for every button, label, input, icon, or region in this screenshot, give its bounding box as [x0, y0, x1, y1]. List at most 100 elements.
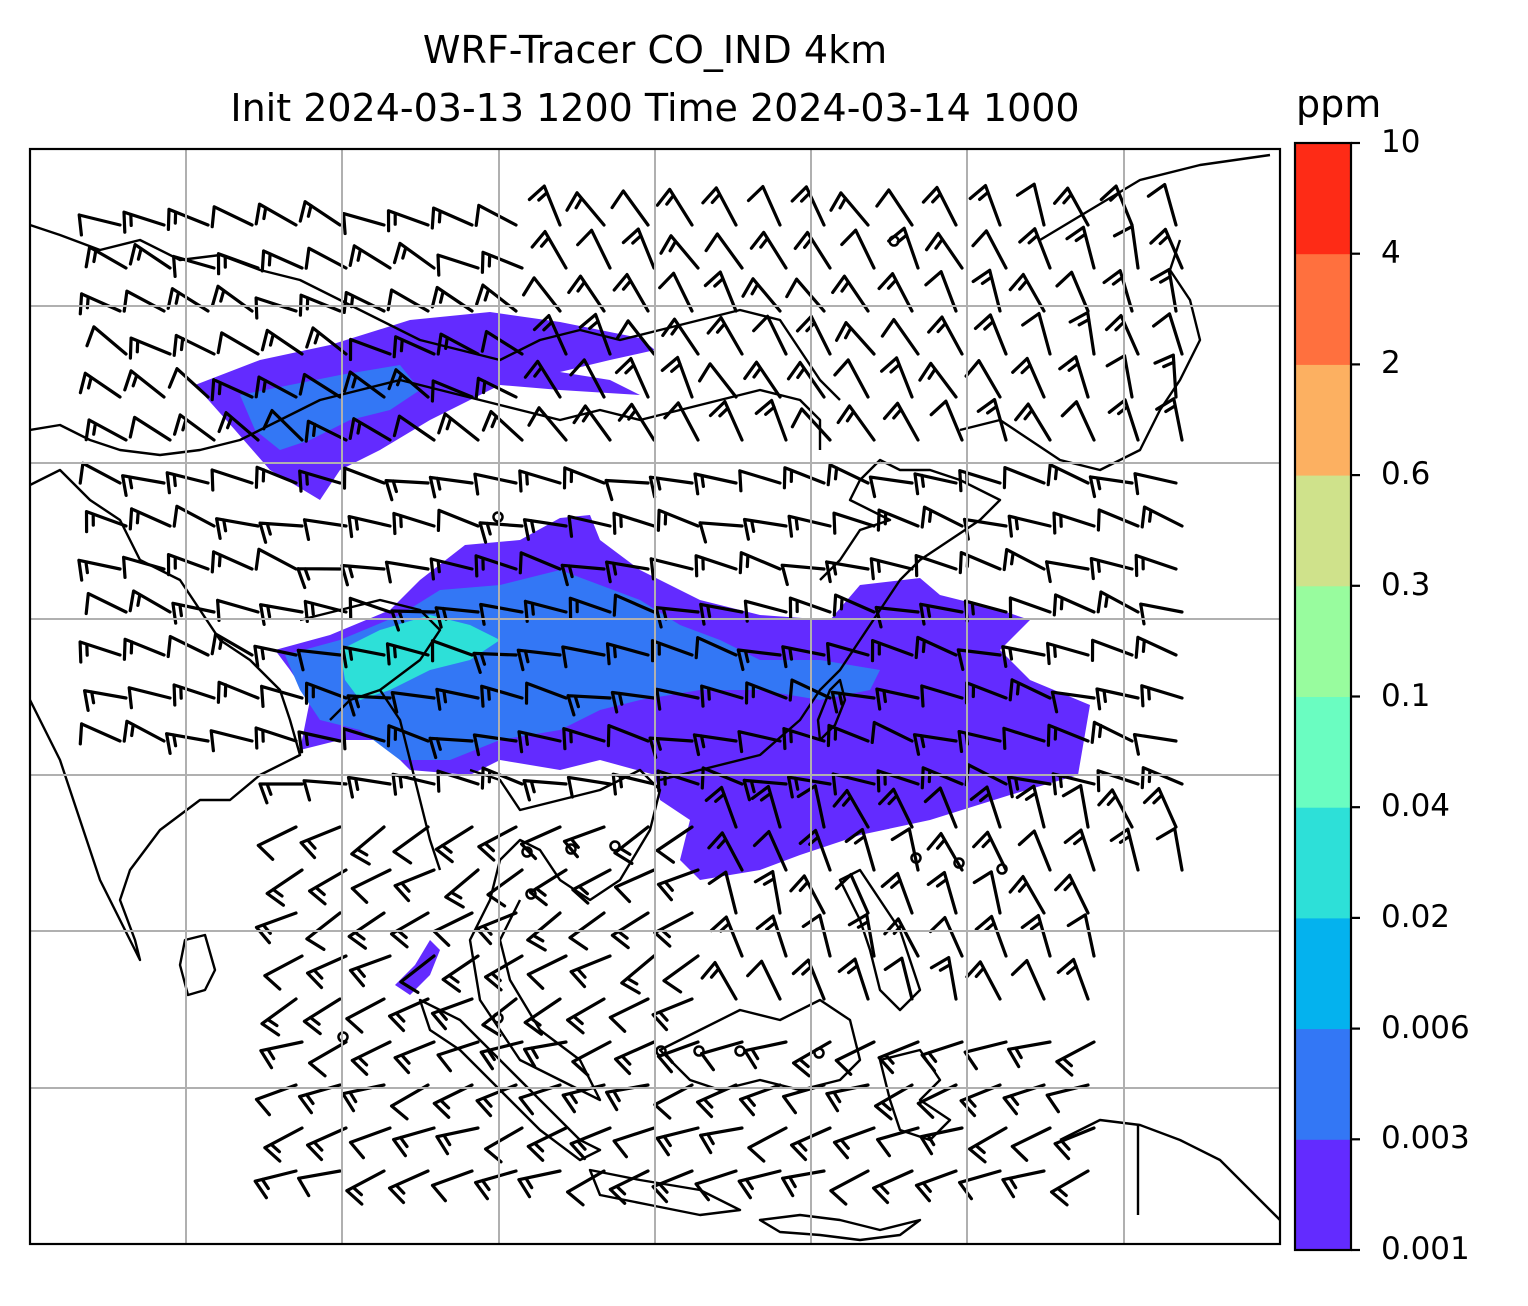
wind-barb: [605, 560, 650, 584]
wind-barb: [172, 254, 216, 278]
coastline-india: [30, 468, 302, 962]
wind-barb: [430, 206, 474, 230]
wind-barb: [612, 593, 656, 617]
wind-barb: [444, 868, 480, 909]
wind-barb: [436, 332, 480, 356]
wind-barb: [480, 330, 524, 356]
chart-title-line-1: WRF-Tracer CO_IND 4km: [422, 28, 888, 72]
colorbar-segment: [1295, 475, 1351, 587]
wind-barb: [299, 825, 342, 860]
wind-barb: [743, 599, 788, 623]
wind-barb: [393, 1040, 436, 1075]
wind-barb: [649, 557, 694, 581]
wind-barb: [480, 766, 524, 790]
wind-barb: [390, 691, 436, 714]
wind-barb: [750, 785, 782, 829]
wind-barb: [699, 602, 744, 626]
wind-barb: [1008, 272, 1046, 313]
wind-barb: [927, 315, 964, 356]
wind-barb: [210, 284, 254, 313]
wind-barb: [386, 209, 430, 233]
wind-barb: [306, 1126, 348, 1162]
wind-barb: [834, 873, 870, 915]
wind-barb: [832, 789, 870, 829]
wind-barb: [1096, 508, 1140, 532]
calm-wind-marker: [609, 840, 621, 852]
wind-barb: [1055, 1040, 1096, 1077]
wind-barb: [128, 589, 172, 614]
wind-barb: [787, 775, 832, 799]
wind-barb: [436, 508, 480, 532]
wind-barb: [217, 411, 260, 442]
wind-barb: [527, 184, 562, 227]
wind-barb: [569, 1126, 612, 1161]
wind-barb: [693, 472, 738, 496]
wind-barb: [840, 228, 876, 270]
wind-barb: [614, 1040, 656, 1076]
wind-barb: [1140, 505, 1184, 529]
coastline-philippines: [838, 868, 922, 1012]
wind-barb: [887, 226, 920, 270]
wind-barb: [617, 402, 656, 442]
wind-barb: [172, 683, 216, 707]
wind-barb: [262, 409, 304, 442]
wind-barb: [384, 560, 430, 584]
wind-barb: [880, 318, 920, 356]
colorbar: [1295, 143, 1351, 1251]
wind-barb: [654, 606, 700, 629]
colorbar-segment: [1295, 917, 1351, 1030]
wind-barb: [1045, 560, 1090, 584]
wind-barb: [913, 472, 958, 496]
wind-barb: [1153, 353, 1178, 399]
colorbar-segment: [1295, 143, 1351, 255]
wind-barb: [1001, 1169, 1046, 1199]
wind-barb: [825, 560, 870, 584]
wind-barb: [753, 870, 782, 915]
wind-barb: [876, 1126, 920, 1158]
coastline-indochina: [468, 768, 662, 1102]
wind-barb: [430, 379, 474, 403]
calm-wind-marker: [521, 846, 533, 858]
wind-barb: [297, 1169, 342, 1198]
wind-barb: [920, 1040, 964, 1073]
wind-barb: [441, 954, 480, 993]
wind-barb: [523, 599, 568, 623]
wind-barb: [345, 997, 386, 1034]
wind-barb: [1007, 1040, 1052, 1069]
wind-barb: [1150, 268, 1178, 313]
wind-barb: [85, 325, 128, 356]
wind-barb: [694, 554, 738, 578]
wind-barb: [342, 727, 386, 751]
wind-barb: [473, 472, 518, 496]
wind-barb: [435, 687, 480, 711]
wind-barb: [388, 1169, 430, 1205]
wind-barb: [929, 956, 958, 1001]
wind-barb: [528, 868, 568, 907]
wind-barb: [882, 401, 920, 442]
colorbar-tick-label: 4: [1381, 234, 1401, 271]
wind-barb: [790, 407, 832, 442]
wind-barb: [254, 1083, 298, 1117]
wind-barb: [258, 782, 304, 805]
colorbar-tick-label: 0.003: [1381, 1120, 1470, 1157]
wind-barb: [209, 729, 254, 753]
wind-barb: [1149, 227, 1184, 270]
wind-barb: [661, 317, 700, 356]
wind-barb: [216, 598, 260, 622]
wind-barb: [877, 272, 914, 313]
wind-barb: [571, 1040, 612, 1077]
coastline-srilanka: [178, 933, 217, 997]
wind-barb: [1052, 511, 1096, 535]
wind-barb: [296, 567, 342, 590]
wind-barb: [868, 475, 914, 499]
wind-barb: [560, 563, 606, 587]
wind-barb: [752, 830, 788, 872]
wind-barb: [608, 1169, 650, 1205]
wind-barb: [428, 475, 474, 499]
wind-barb: [782, 1083, 826, 1115]
wind-barb: [781, 1169, 826, 1198]
wind-barb: [869, 557, 914, 581]
wind-barb: [926, 832, 964, 872]
wind-barb: [166, 287, 210, 313]
